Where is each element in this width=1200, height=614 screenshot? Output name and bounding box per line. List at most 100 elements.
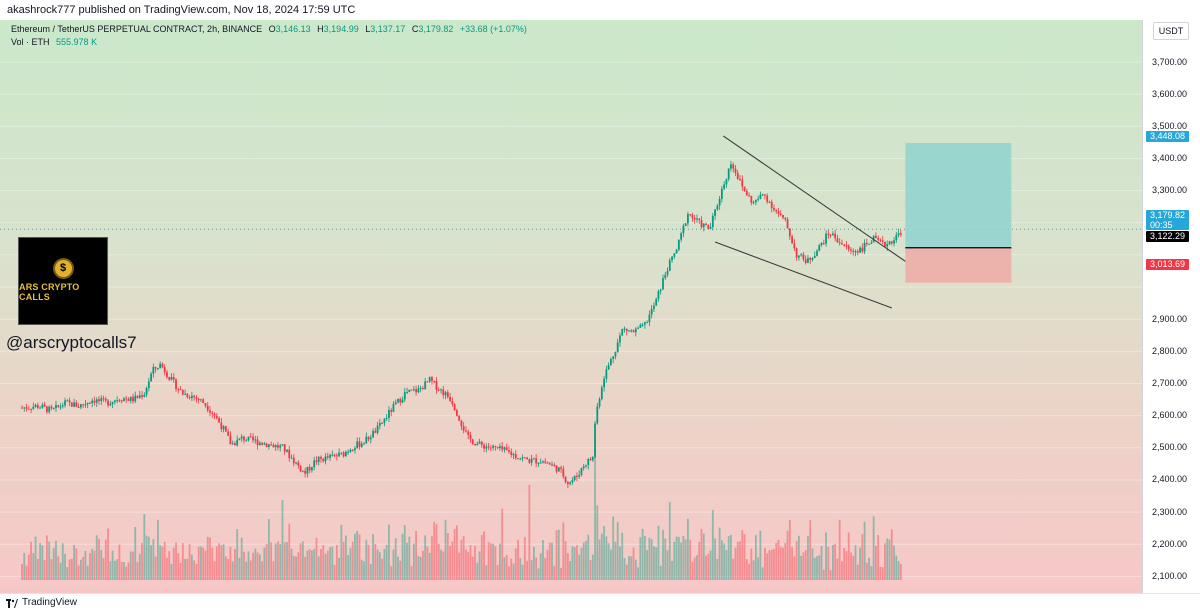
volume-bar xyxy=(455,525,458,580)
volume-bar xyxy=(693,557,696,580)
candle-body xyxy=(718,198,721,206)
candle-body xyxy=(578,474,581,477)
volume-bar xyxy=(68,559,71,580)
volume-bar xyxy=(517,539,519,580)
volume-bar xyxy=(521,564,524,580)
candle-body xyxy=(93,400,96,403)
volume-bar xyxy=(123,562,125,580)
volume-bar xyxy=(369,564,372,580)
volume-bar xyxy=(234,548,236,580)
candle-body xyxy=(265,443,268,447)
candle-body xyxy=(322,458,325,462)
volume-bar xyxy=(489,543,492,580)
candle-body xyxy=(759,194,762,199)
volume-bar xyxy=(261,561,263,580)
candle-body xyxy=(519,458,522,460)
candle-body xyxy=(143,394,146,397)
volume-bar xyxy=(569,561,572,580)
volume-bar xyxy=(116,559,119,580)
volume-bar xyxy=(89,553,91,580)
volume-bar xyxy=(711,510,714,580)
candle-body xyxy=(766,195,769,202)
candle-body xyxy=(84,404,87,406)
volume-bar xyxy=(424,535,427,580)
volume-bar xyxy=(238,557,241,580)
volume-bar xyxy=(494,546,497,580)
long-position-tool xyxy=(905,142,1012,283)
volume-bar xyxy=(560,567,562,580)
candle-body xyxy=(621,329,624,336)
volume-bar xyxy=(86,565,89,580)
candle-body xyxy=(854,251,857,253)
volume-bar xyxy=(43,560,46,580)
candle-body xyxy=(234,443,236,446)
volume-bar xyxy=(118,544,121,580)
volume-bar xyxy=(61,543,64,580)
candle-body xyxy=(623,328,626,330)
volume-bar xyxy=(720,540,723,580)
volume-bar xyxy=(186,558,189,580)
candle-body xyxy=(408,389,411,393)
volume-bar xyxy=(519,558,522,580)
candle-body xyxy=(39,407,42,409)
candle-body xyxy=(757,198,760,200)
candle-body xyxy=(897,233,900,236)
current-price-tag: 3,179.82 00:35 xyxy=(1146,210,1190,230)
candle-body xyxy=(711,215,714,228)
currency-button[interactable]: USDT xyxy=(1153,22,1189,40)
volume-bar xyxy=(899,564,902,580)
volume-bar xyxy=(36,558,39,580)
volume-bar xyxy=(311,550,313,580)
candle-body xyxy=(340,452,343,454)
volume-bar xyxy=(258,554,261,580)
candle-body xyxy=(764,194,766,196)
candle-body xyxy=(333,454,336,456)
candle-body xyxy=(727,168,730,180)
volume-bar xyxy=(775,542,778,580)
change-value: +33.68 (+1.07%) xyxy=(459,24,527,34)
volume-bar xyxy=(684,539,687,580)
candle-body xyxy=(591,456,594,461)
candle-body xyxy=(478,441,481,444)
candle-body xyxy=(190,395,193,399)
volume-bar xyxy=(709,550,712,580)
candle-body xyxy=(630,330,633,332)
volume-bar xyxy=(818,555,821,580)
candle-body xyxy=(89,402,91,404)
volume-bar xyxy=(215,546,218,580)
candle-body xyxy=(521,457,524,459)
candle-body xyxy=(453,404,456,411)
candle-body xyxy=(267,444,270,447)
volume-bar xyxy=(335,545,338,580)
volume-bar xyxy=(542,540,544,580)
candle-body xyxy=(562,468,565,477)
volume-bar xyxy=(829,570,832,580)
volume-bar xyxy=(804,550,807,580)
volume-bar xyxy=(734,547,737,580)
volume-bar xyxy=(514,548,517,580)
candle-body xyxy=(134,395,137,402)
volume-bar xyxy=(227,559,230,580)
candle-body xyxy=(800,254,803,256)
volume-bar xyxy=(161,546,164,580)
volume-bar xyxy=(390,566,393,580)
volume-bar xyxy=(243,551,245,580)
volume-bar xyxy=(172,547,175,580)
symbol-title: Ethereum / TetherUS PERPETUAL CONTRACT, … xyxy=(11,24,263,34)
volume-bar xyxy=(184,558,186,580)
candle-body xyxy=(517,458,519,460)
volume-bar xyxy=(707,553,710,580)
volume-bar xyxy=(394,538,397,580)
price-chart[interactable] xyxy=(0,20,1142,593)
candle-body xyxy=(496,447,499,449)
chart-area[interactable]: Ethereum / TetherUS PERPETUAL CONTRACT, … xyxy=(0,20,1143,593)
candle-body xyxy=(807,258,809,263)
candle-body xyxy=(91,400,94,404)
candle-body xyxy=(354,448,356,451)
volume-bar xyxy=(702,533,705,580)
volume-bar xyxy=(41,545,44,580)
candle-body xyxy=(424,381,427,390)
candle-body xyxy=(816,250,818,256)
price-axis[interactable]: USDT 3,700.00 3,600.00 3,500.00 3,400.00 3,3… xyxy=(1143,20,1200,613)
candle-body xyxy=(433,381,436,383)
